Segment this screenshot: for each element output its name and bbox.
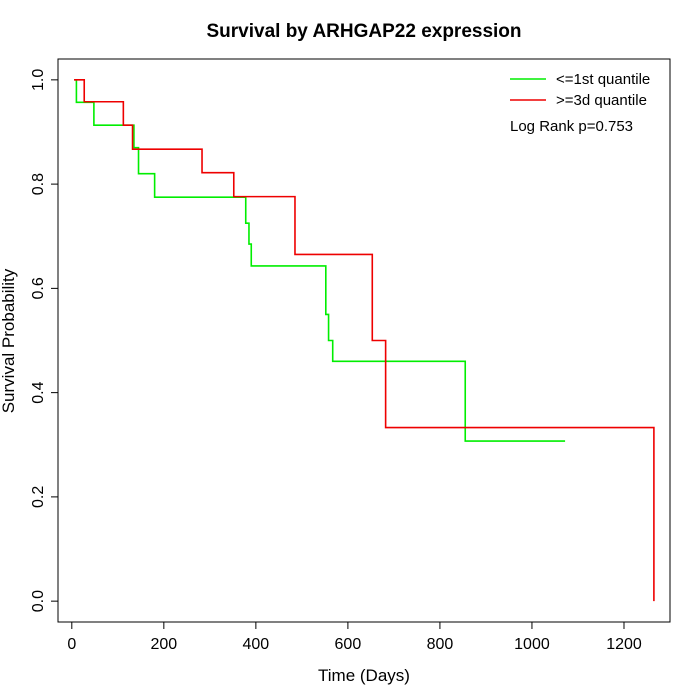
y-tick-label: 0.6 [30, 277, 47, 299]
x-axis: 0 200 400 600 800 1000 1200 [67, 622, 642, 653]
x-tick-label: 400 [243, 636, 270, 653]
x-axis-label: Time (Days) [318, 666, 410, 685]
legend-label-low: <=1st quantile [556, 71, 650, 88]
log-rank-annotation: Log Rank p=0.753 [510, 118, 633, 135]
y-tick-label: 1.0 [30, 69, 47, 91]
x-tick-label: 0 [67, 636, 76, 653]
legend: <=1st quantile >=3d quantile [510, 71, 650, 109]
y-axis-label: Survival Probability [0, 268, 18, 413]
series-line-low [74, 79, 566, 442]
y-tick-label: 0.0 [30, 590, 47, 612]
y-tick-label: 0.2 [30, 486, 47, 508]
series-line-high [74, 79, 655, 602]
chart-title: Survival by ARHGAP22 expression [206, 21, 521, 42]
x-tick-label: 1000 [514, 636, 550, 653]
y-tick-label: 0.4 [30, 381, 47, 403]
x-tick-label: 200 [150, 636, 177, 653]
x-tick-label: 1200 [606, 636, 642, 653]
y-tick-label: 0.8 [30, 173, 47, 195]
x-tick-label: 600 [335, 636, 362, 653]
legend-label-high: >=3d quantile [556, 92, 647, 109]
series-layer [74, 79, 655, 602]
plot-frame [57, 58, 671, 623]
y-axis: 0.0 0.2 0.4 0.6 0.8 1.0 [30, 69, 58, 612]
x-tick-label: 800 [427, 636, 454, 653]
